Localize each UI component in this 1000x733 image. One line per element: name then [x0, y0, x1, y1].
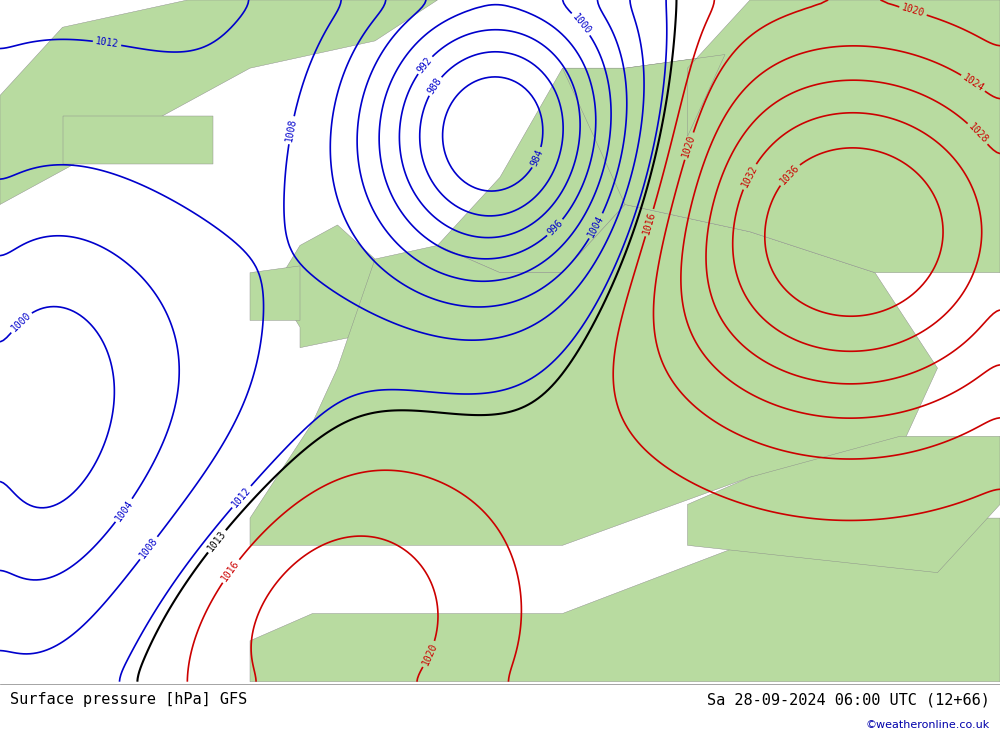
Text: ©weatheronline.co.uk: ©weatheronline.co.uk — [866, 721, 990, 730]
Text: 1028: 1028 — [966, 122, 990, 146]
Text: 988: 988 — [426, 76, 444, 96]
Polygon shape — [562, 0, 1000, 273]
Text: 1004: 1004 — [586, 213, 606, 239]
Polygon shape — [250, 266, 300, 320]
Text: Sa 28-09-2024 06:00 UTC (12+66): Sa 28-09-2024 06:00 UTC (12+66) — [707, 692, 990, 707]
Polygon shape — [438, 54, 725, 273]
Polygon shape — [250, 205, 938, 545]
Text: 996: 996 — [545, 218, 565, 237]
Text: 1012: 1012 — [230, 485, 253, 509]
Text: 1000: 1000 — [570, 12, 593, 36]
Text: 1004: 1004 — [113, 498, 135, 523]
Text: 1024: 1024 — [961, 72, 986, 94]
Polygon shape — [275, 225, 400, 347]
Text: 1032: 1032 — [739, 163, 759, 189]
Text: 984: 984 — [529, 147, 545, 168]
Text: Surface pressure [hPa] GFS: Surface pressure [hPa] GFS — [10, 692, 247, 707]
Text: 1000: 1000 — [9, 310, 33, 334]
Text: 1020: 1020 — [900, 3, 926, 19]
Polygon shape — [250, 518, 1000, 682]
Text: 1016: 1016 — [641, 210, 658, 235]
Polygon shape — [688, 436, 1000, 572]
Polygon shape — [62, 116, 212, 163]
Text: 1008: 1008 — [138, 536, 160, 561]
Text: 992: 992 — [415, 55, 434, 75]
Text: 1020: 1020 — [420, 641, 439, 667]
Text: 1012: 1012 — [95, 37, 119, 50]
Polygon shape — [0, 0, 438, 205]
Text: 1036: 1036 — [778, 163, 801, 186]
Text: 1008: 1008 — [284, 118, 298, 143]
Text: 1020: 1020 — [681, 133, 697, 159]
Text: 1016: 1016 — [220, 559, 242, 583]
Text: 1013: 1013 — [206, 529, 228, 553]
